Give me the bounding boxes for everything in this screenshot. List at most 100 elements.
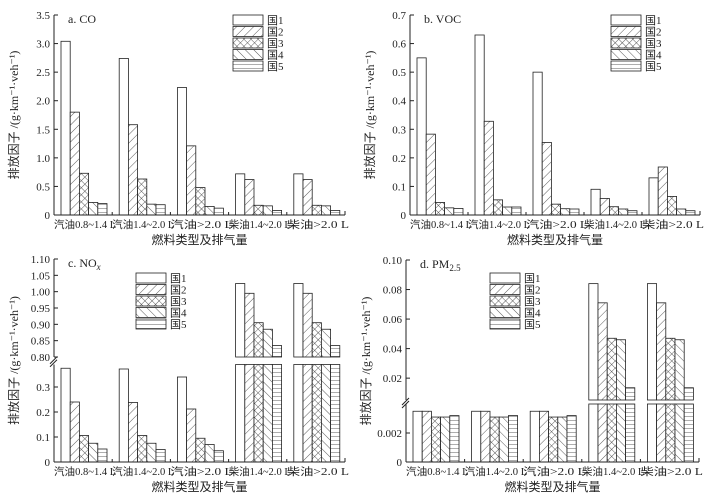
panel-title-subscript: 2.5	[449, 263, 461, 273]
y-tick-label: 0.2	[36, 407, 50, 419]
y-tick-label: 0.002	[377, 428, 402, 440]
bar	[588, 283, 599, 401]
panel-co: 0 0.5 1.0 1.5 2.0 2.5 3.0 3.5 汽油0.8~1.4 L汽油1.4~2…	[6, 10, 349, 247]
bar	[88, 202, 99, 216]
x-category-label: 柴油>2.0 L	[287, 218, 349, 231]
bar	[569, 208, 580, 216]
bar	[127, 402, 138, 463]
bar	[430, 416, 441, 463]
legend-label: 国3	[524, 295, 541, 308]
bar	[253, 364, 264, 463]
legend-swatch	[232, 37, 264, 49]
bar	[127, 124, 138, 216]
bar	[204, 206, 215, 216]
bar	[557, 416, 568, 463]
bar	[665, 403, 676, 463]
x-category-label: 汽油1.4~2.0 L	[468, 218, 530, 231]
x-category-label: 汽油>2.0 L	[170, 218, 232, 231]
bar	[683, 403, 694, 463]
bar	[606, 337, 617, 401]
bar	[118, 368, 129, 463]
y-tick-label: 0.1	[392, 181, 406, 193]
legend-label: 国2	[645, 26, 662, 39]
bar	[656, 403, 667, 463]
x-axis-title: 燃料类型及排气量	[504, 479, 600, 494]
bar	[88, 442, 99, 463]
legend-swatch	[489, 272, 521, 284]
y-tick-label: 0.85	[31, 336, 51, 348]
legend-swatch	[135, 307, 167, 318]
y-tick-label: 2.0	[36, 96, 50, 108]
bar	[204, 444, 215, 463]
bar	[539, 410, 550, 463]
y-tick-label: 1.0	[36, 153, 50, 165]
bar	[213, 450, 224, 463]
bar	[421, 410, 432, 463]
x-category-label: 柴油1.4~2.0 L	[229, 218, 291, 231]
bar	[244, 292, 255, 358]
x-axis-title: 燃料类型及排气量	[151, 232, 247, 247]
y-tick-label: 3.5	[36, 10, 50, 22]
legend-label: 国1	[170, 272, 187, 285]
bar	[590, 188, 601, 216]
axis-break-mark	[401, 397, 410, 409]
legend-label: 国5	[267, 60, 284, 73]
x-category-label: 汽油1.4~2.0 L	[112, 218, 174, 231]
y-tick-label: 0.02	[383, 373, 402, 385]
y-tick-label: 1.00	[31, 287, 51, 299]
bar	[529, 410, 540, 463]
x-category-label: 汽油>2.0 L	[526, 218, 588, 231]
y-tick-label: 0.1	[36, 432, 50, 444]
bar	[588, 403, 599, 463]
bar	[449, 415, 460, 463]
legend-label: 国4	[170, 307, 187, 320]
bar	[69, 401, 80, 463]
x-category-label: 汽油1.4~2.0 L	[465, 465, 528, 478]
bar	[195, 187, 206, 216]
bar	[262, 328, 273, 358]
y-tick-label: 3.0	[36, 39, 50, 51]
legend-swatch	[232, 14, 264, 26]
bar	[616, 403, 627, 463]
legend-swatch	[489, 295, 521, 307]
bar	[667, 196, 678, 216]
bar	[302, 292, 313, 358]
panel-title-main: b. VOC	[424, 12, 461, 26]
bar	[293, 173, 304, 216]
legend-label: 国2	[267, 26, 284, 39]
bar	[271, 364, 282, 463]
bar	[137, 435, 148, 463]
bar	[79, 172, 90, 216]
bar	[480, 410, 491, 463]
bar	[311, 204, 322, 216]
legend-swatch	[489, 307, 521, 318]
bar	[502, 206, 513, 216]
bar	[330, 364, 341, 463]
bar	[97, 203, 108, 216]
legend-label: 国1	[524, 272, 541, 285]
bar	[665, 337, 676, 401]
bar	[511, 206, 522, 216]
axis-break-mark	[49, 356, 58, 368]
bar	[235, 364, 246, 463]
bar	[213, 207, 224, 216]
bar	[262, 364, 273, 463]
legend-swatch	[135, 318, 167, 330]
panel-title: d. PM2.5	[420, 257, 461, 273]
bar	[244, 364, 255, 463]
bar	[137, 178, 148, 216]
y-axis-title: 排放因子 /(g·km⁻¹·veh⁻¹)	[6, 296, 21, 425]
y-tick-label: 0.04	[383, 344, 403, 356]
legend-swatch	[610, 49, 642, 60]
x-category-label: 汽油>2.0 L	[523, 465, 586, 478]
bar	[293, 364, 304, 463]
y-tick-label: 0.80	[31, 352, 51, 364]
bar	[548, 416, 559, 463]
legend-label: 国2	[170, 284, 187, 297]
bar	[60, 367, 71, 463]
bar	[186, 145, 197, 216]
bar	[97, 448, 108, 463]
y-tick-label: 0.4	[392, 96, 406, 108]
y-tick-label: 0.95	[31, 303, 51, 315]
panel-title-main: c. NO	[68, 256, 97, 270]
